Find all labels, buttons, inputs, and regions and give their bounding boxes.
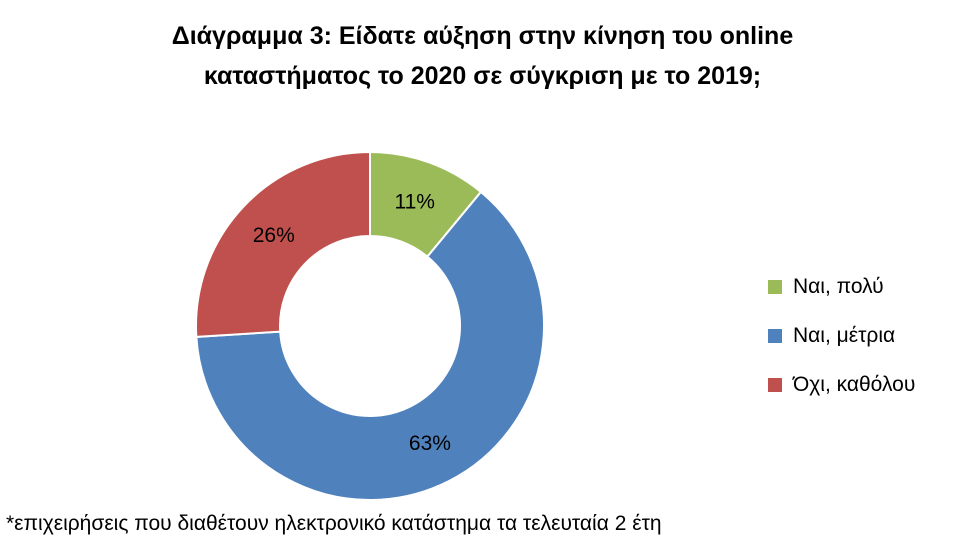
slice-label-nai-metria: 63% [409,432,451,455]
donut-slice-ochi-katholou [195,150,371,338]
legend-item-nai-poly: Ναι, πολύ [768,262,915,311]
legend-label-ochi-katholou: Όχι, καθόλου [793,372,916,396]
slice-label-nai-poly: 11% [394,190,434,213]
chart-title: Διάγραμμα 3: Είδατε αύξηση στην κίνηση τ… [0,16,965,96]
legend-label-nai-metria: Ναι, μέτρια [793,323,896,347]
legend-item-ochi-katholou: Όχι, καθόλου [768,360,915,409]
legend: Ναι, πολύ Ναι, μέτρια Όχι, καθόλου [768,262,915,409]
legend-swatch-nai-metria [768,328,782,343]
chart-title-line-1: Διάγραμμα 3: Είδατε αύξηση στην κίνηση τ… [171,22,794,50]
legend-swatch-ochi-katholou [768,377,782,392]
footnote: *επιχειρήσεις που διαθέτουν ηλεκτρονικό … [6,512,662,535]
legend-item-nai-metria: Ναι, μέτρια [768,311,915,360]
legend-swatch-nai-poly [768,279,782,294]
donut-slice-nai-metria [195,190,545,501]
chart-title-line-2: καταστήματος το 2020 σε σύγκριση με το 2… [203,62,762,90]
legend-label-nai-poly: Ναι, πολύ [793,274,884,298]
slice-label-ochi-katholou: 26% [253,224,295,247]
